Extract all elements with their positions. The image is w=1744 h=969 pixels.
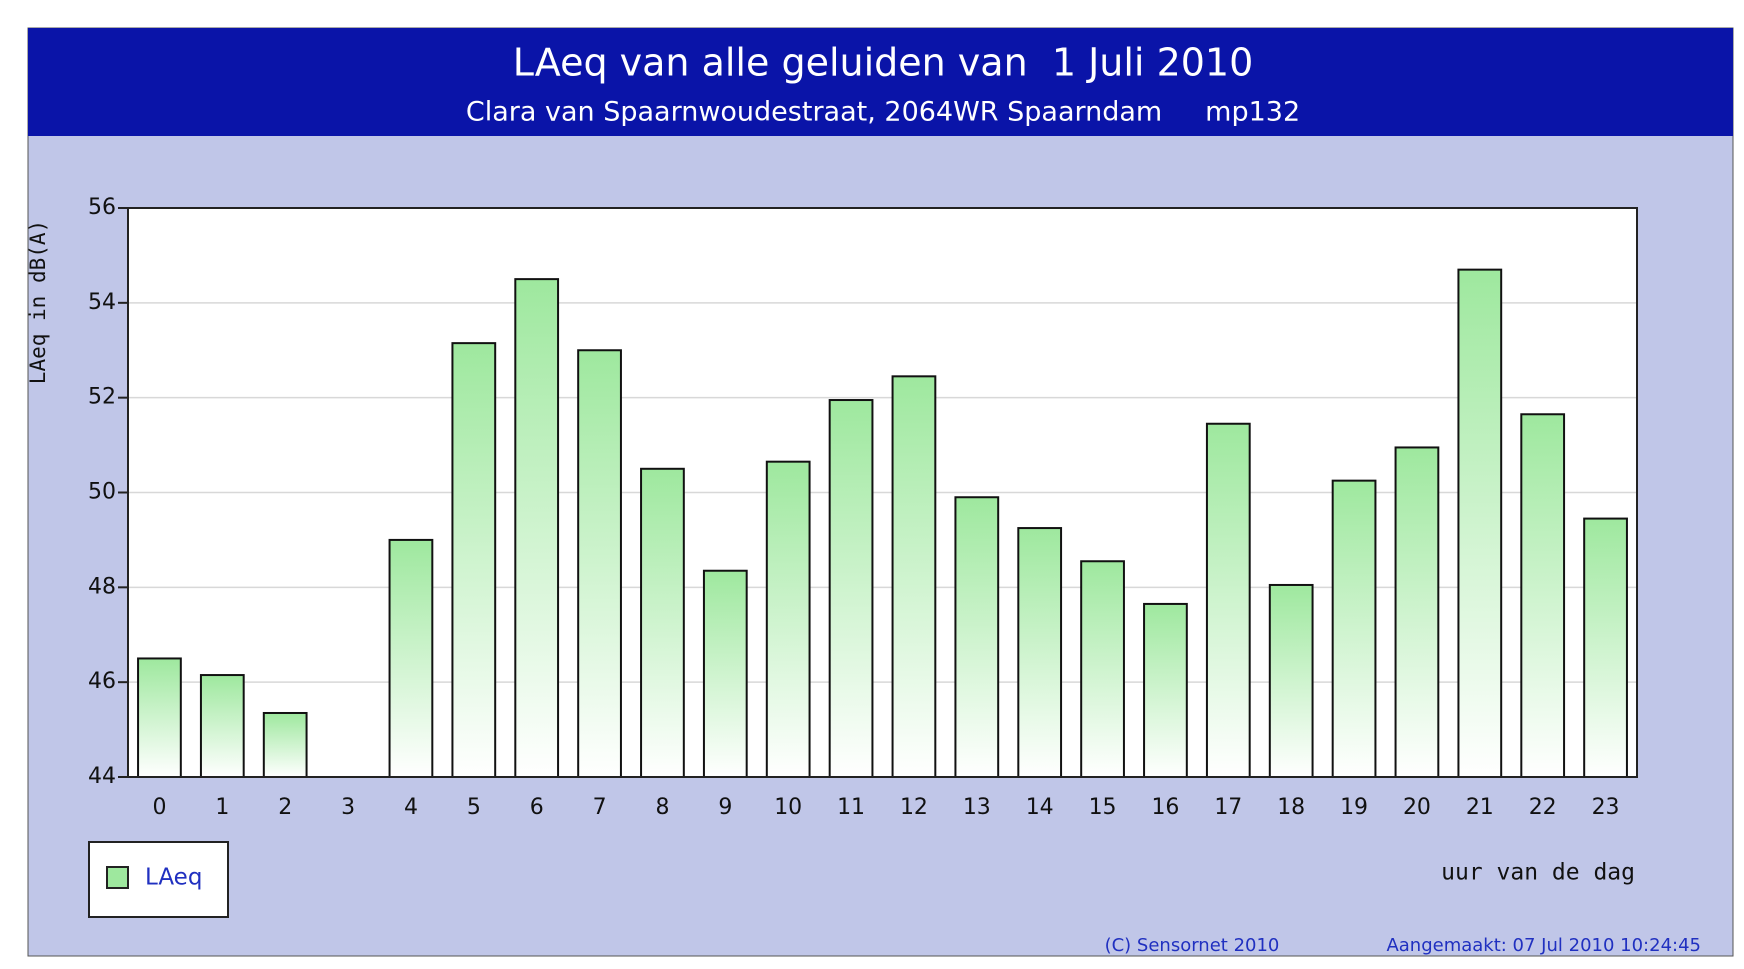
x-tick-label: 4 <box>404 795 418 820</box>
legend-swatch <box>106 866 129 889</box>
legend-label: LAeq <box>145 865 202 891</box>
chart-title: LAeq van alle geluiden van 1 Juli 2010 <box>513 41 1254 85</box>
x-tick-label: 11 <box>837 795 865 820</box>
y-axis-label: LAeq in dB(A) <box>26 220 50 384</box>
bar <box>577 349 622 778</box>
x-tick-label: 8 <box>655 795 669 820</box>
bar <box>1520 413 1566 778</box>
y-tick-label: 54 <box>88 290 116 315</box>
header <box>28 28 1733 136</box>
bar <box>828 399 874 778</box>
bar <box>954 496 1000 778</box>
bar <box>199 674 245 778</box>
x-tick-label: 0 <box>152 795 166 820</box>
bar <box>702 569 748 778</box>
x-tick-label: 23 <box>1592 795 1620 820</box>
y-tick-label: 52 <box>88 385 116 410</box>
x-tick-label: 10 <box>774 795 802 820</box>
bar <box>765 460 811 778</box>
x-tick-label: 6 <box>530 795 544 820</box>
x-tick-label: 19 <box>1340 795 1368 820</box>
bar <box>1017 527 1063 778</box>
x-tick-label: 16 <box>1151 795 1179 820</box>
bar <box>1394 446 1440 778</box>
bar <box>1143 602 1188 778</box>
x-tick-label: 20 <box>1403 795 1431 820</box>
x-tick-label: 18 <box>1277 795 1305 820</box>
bar <box>1331 479 1377 778</box>
x-tick-label: 13 <box>963 795 991 820</box>
bar <box>1457 268 1503 778</box>
y-tick-label: 56 <box>88 195 116 220</box>
bar <box>388 538 434 779</box>
bar <box>1268 583 1314 779</box>
x-axis-label: uur van de dag <box>1441 860 1635 886</box>
x-tick-label: 14 <box>1026 795 1054 820</box>
x-tick-label: 1 <box>215 795 229 820</box>
bar <box>514 278 560 778</box>
y-tick-label: 44 <box>88 764 116 789</box>
x-tick-label: 3 <box>341 795 355 820</box>
created-date: Aangemaakt: 07 Jul 2010 10:24:45 <box>1386 935 1701 956</box>
bar <box>1583 517 1628 778</box>
y-tick-label: 46 <box>88 669 116 694</box>
x-tick-label: 5 <box>467 795 481 820</box>
bar <box>1080 560 1125 778</box>
bar <box>891 375 937 778</box>
y-tick-label: 48 <box>88 574 116 599</box>
copyright: (C) Sensornet 2010 <box>1105 935 1280 956</box>
bar <box>640 467 685 778</box>
chart-subtitle: Clara van Spaarnwoudestraat, 2064WR Spaa… <box>466 97 1300 128</box>
x-tick-label: 22 <box>1529 795 1557 820</box>
x-tick-label: 21 <box>1466 795 1494 820</box>
bar <box>1205 422 1251 778</box>
plot-frame <box>127 207 1638 778</box>
x-tick-label: 17 <box>1214 795 1242 820</box>
x-tick-label: 9 <box>718 795 732 820</box>
x-tick-label: 2 <box>278 795 292 820</box>
bar <box>451 342 497 778</box>
bar <box>137 657 182 778</box>
x-tick-label: 7 <box>593 795 607 820</box>
x-tick-label: 15 <box>1089 795 1117 820</box>
y-tick-label: 50 <box>88 480 116 505</box>
legend <box>88 841 229 918</box>
x-tick-label: 12 <box>900 795 928 820</box>
bar <box>262 711 308 778</box>
